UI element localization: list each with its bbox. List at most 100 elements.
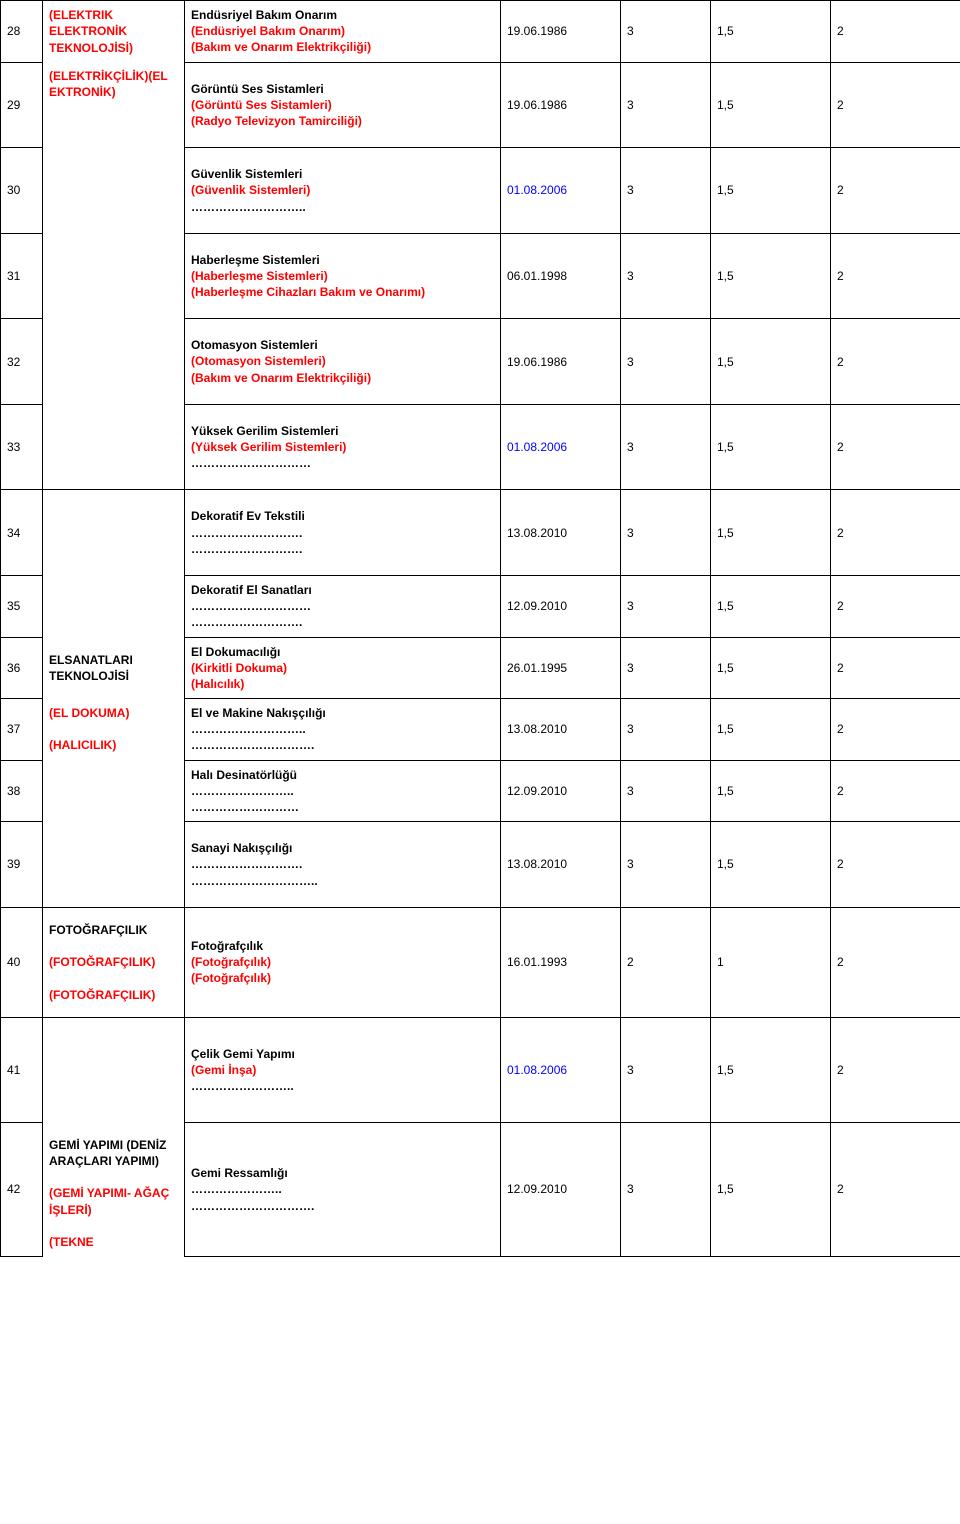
group-cell (43, 760, 185, 822)
group-cell (43, 233, 185, 319)
data-table: 28 (ELEKTRIK ELEKTRONİK TEKNOLOJİSİ) End… (0, 0, 960, 1257)
desc-line: (Yüksek Gerilim Sistemleri) (191, 440, 346, 454)
desc-cell: Çelik Gemi Yapımı (Gemi İnşa) …………………….. (185, 1017, 501, 1123)
desc-dots: ………………………… (191, 599, 311, 613)
desc-line: (Kirkitli Dokuma) (191, 661, 287, 675)
val-c: 2 (831, 148, 960, 234)
val-c: 2 (831, 62, 960, 148)
table-row: 42 GEMİ YAPIMI (DENİZ ARAÇLARI YAPIMI) (… (1, 1123, 960, 1256)
table-row: 38 Halı Desinatörlüğü …………………….. …………………… (1, 760, 960, 822)
val-c: 2 (831, 1017, 960, 1123)
desc-title: Dekoratif El Sanatları (191, 583, 312, 597)
date-cell: 19.06.1986 (501, 62, 621, 148)
row-num: 38 (1, 760, 43, 822)
desc-title: Gemi Ressamlığı (191, 1166, 288, 1180)
table-row: 28 (ELEKTRIK ELEKTRONİK TEKNOLOJİSİ) End… (1, 1, 960, 63)
val-a: 3 (621, 575, 711, 637)
val-c: 2 (831, 575, 960, 637)
val-b: 1,5 (711, 1123, 831, 1256)
val-b: 1,5 (711, 575, 831, 637)
date-cell: 12.09.2010 (501, 1123, 621, 1256)
date-cell: 01.08.2006 (501, 1017, 621, 1123)
desc-dots: ………………………. (191, 615, 302, 629)
group-label: TEKNOLOJİSİ (49, 669, 129, 683)
desc-line: (Radyo Televizyon Tamirciliği) (191, 114, 362, 128)
date-cell: 13.08.2010 (501, 699, 621, 761)
date-cell: 13.08.2010 (501, 822, 621, 908)
desc-dots: ………………………. (191, 857, 302, 871)
desc-line: (Bakım ve Onarım Elektrikçiliği) (191, 40, 371, 54)
desc-dots: …………………………. (191, 738, 314, 752)
group-label: (FOTOĞRAFÇILIK) (49, 955, 155, 969)
group-label: (TEKNE (49, 1235, 94, 1249)
desc-dots: ………………….. (191, 1182, 282, 1196)
val-c: 2 (831, 1123, 960, 1256)
val-a: 3 (621, 1017, 711, 1123)
row-num: 33 (1, 404, 43, 490)
desc-line: (Bakım ve Onarım Elektrikçiliği) (191, 371, 371, 385)
desc-cell: Haberleşme Sistemleri (Haberleşme Sistem… (185, 233, 501, 319)
row-num: 30 (1, 148, 43, 234)
desc-title: Sanayi Nakışçılığı (191, 841, 292, 855)
val-b: 1,5 (711, 319, 831, 405)
group-label: (GEMİ YAPIMI- AĞAÇ (49, 1186, 169, 1200)
desc-cell: El ve Makine Nakışçılığı ……………………….. ………… (185, 699, 501, 761)
val-b: 1,5 (711, 62, 831, 148)
val-c: 2 (831, 319, 960, 405)
row-num: 40 (1, 907, 43, 1017)
date-cell: 16.01.1993 (501, 907, 621, 1017)
desc-line: (Otomasyon Sistemleri) (191, 354, 326, 368)
desc-title: Dekoratif Ev Tekstili (191, 509, 305, 523)
group-cell: (ELEKTRIK ELEKTRONİK TEKNOLOJİSİ) (43, 1, 185, 63)
desc-dots: …………………….. (191, 1079, 294, 1093)
val-a: 3 (621, 1123, 711, 1256)
desc-title: Çelik Gemi Yapımı (191, 1047, 295, 1061)
desc-line: (Gemi İnşa) (191, 1063, 256, 1077)
desc-title: El ve Makine Nakışçılığı (191, 706, 326, 720)
group-label: İŞLERİ) (49, 1203, 92, 1217)
date-cell: 26.01.1995 (501, 637, 621, 699)
row-num: 34 (1, 490, 43, 576)
date-cell: 01.08.2006 (501, 404, 621, 490)
group-cell (43, 404, 185, 490)
group-cell (43, 822, 185, 908)
val-b: 1,5 (711, 490, 831, 576)
val-b: 1,5 (711, 760, 831, 822)
table-row: 34 Dekoratif Ev Tekstili ………………………. …………… (1, 490, 960, 576)
table-row: 36 ELSANATLARI TEKNOLOJİSİ El Dokumacılı… (1, 637, 960, 699)
row-num: 29 (1, 62, 43, 148)
group-label: (EL DOKUMA) (49, 706, 129, 720)
group-cell (43, 490, 185, 576)
val-c: 2 (831, 907, 960, 1017)
val-c: 2 (831, 490, 960, 576)
table-row: 33 Yüksek Gerilim Sistemleri (Yüksek Ger… (1, 404, 960, 490)
val-a: 3 (621, 404, 711, 490)
desc-dots: ……………………….. (191, 722, 306, 736)
val-a: 3 (621, 822, 711, 908)
desc-line: (Fotoğrafçılık) (191, 955, 271, 969)
group-cell: ELSANATLARI TEKNOLOJİSİ (43, 637, 185, 699)
desc-dots: ……………………….. (191, 200, 306, 214)
date-cell: 19.06.1986 (501, 1, 621, 63)
desc-cell: Gemi Ressamlığı ………………….. …………………………. (185, 1123, 501, 1256)
val-a: 3 (621, 319, 711, 405)
desc-cell: Yüksek Gerilim Sistemleri (Yüksek Gerili… (185, 404, 501, 490)
group-cell (43, 575, 185, 637)
table-row: 35 Dekoratif El Sanatları ………………………… ………… (1, 575, 960, 637)
desc-title: Güvenlik Sistemleri (191, 167, 302, 181)
val-b: 1,5 (711, 148, 831, 234)
row-num: 42 (1, 1123, 43, 1256)
desc-title: Haberleşme Sistemleri (191, 253, 320, 267)
val-b: 1,5 (711, 1017, 831, 1123)
group-label: ARAÇLARI YAPIMI) (49, 1154, 159, 1168)
val-a: 3 (621, 1, 711, 63)
table-row: 41 Çelik Gemi Yapımı (Gemi İnşa) …………………… (1, 1017, 960, 1123)
desc-line: (Endüsriyel Bakım Onarım) (191, 24, 345, 38)
desc-title: Görüntü Ses Sistamleri (191, 82, 324, 96)
table-row: 40 FOTOĞRAFÇILIK (FOTOĞRAFÇILIK) (FOTOĞR… (1, 907, 960, 1017)
desc-cell: El Dokumacılığı (Kirkitli Dokuma) (Halıc… (185, 637, 501, 699)
val-b: 1,5 (711, 822, 831, 908)
group-label: ELSANATLARI (49, 653, 133, 667)
desc-cell: Halı Desinatörlüğü …………………….. ……………………… (185, 760, 501, 822)
desc-title: Endüsriyel Bakım Onarım (191, 8, 337, 22)
